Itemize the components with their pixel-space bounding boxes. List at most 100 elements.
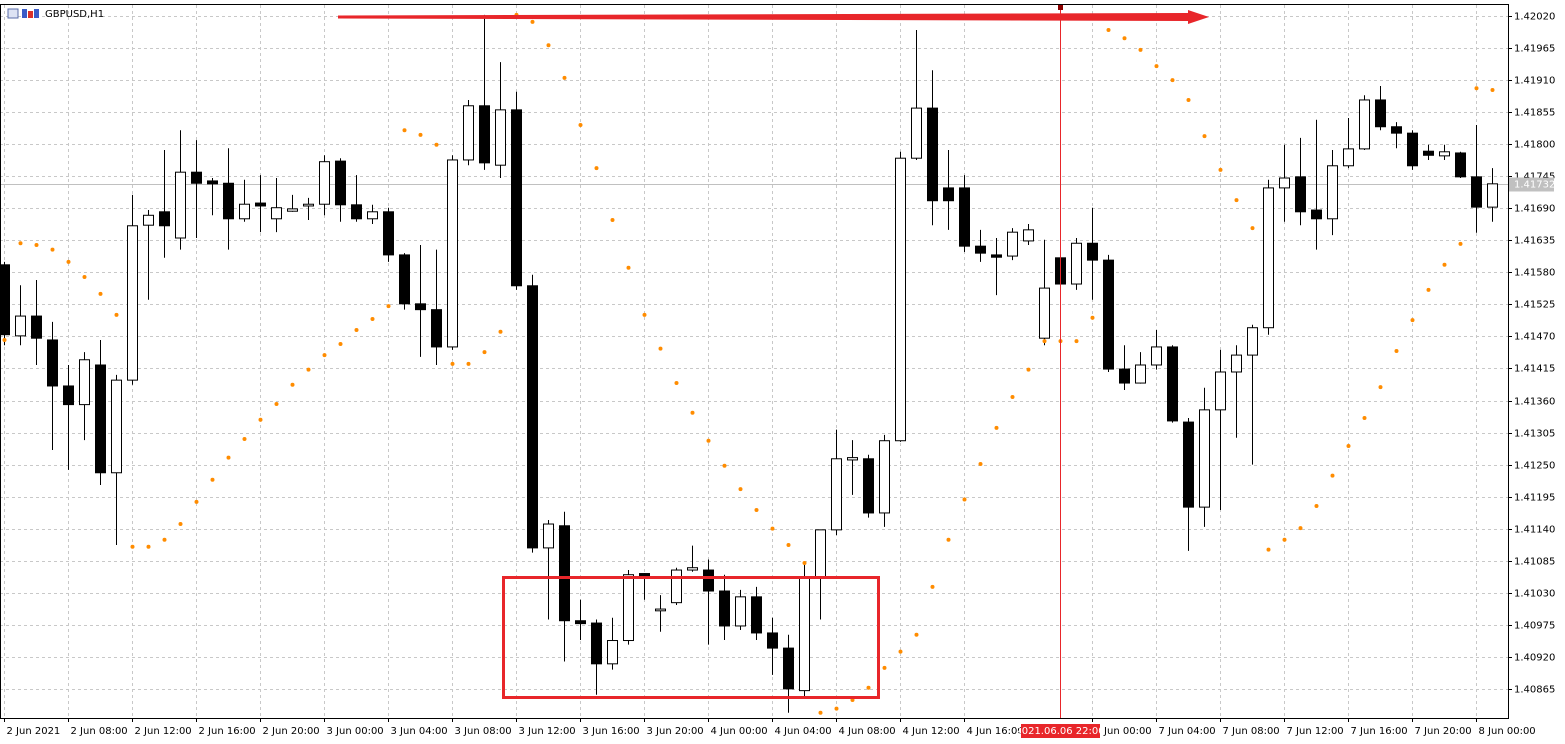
- annotations: [338, 5, 1209, 718]
- sar-dot: [98, 291, 103, 296]
- candle-body: [1119, 368, 1130, 384]
- candle-body: [1407, 132, 1418, 167]
- sar-dot: [1170, 78, 1175, 83]
- icon-bar: [34, 9, 39, 18]
- candle-body: [287, 208, 298, 212]
- candle-body: [351, 204, 362, 220]
- sar-dot: [786, 542, 791, 547]
- candle-body: [991, 254, 1002, 258]
- candle-body: [1087, 242, 1098, 261]
- sar-dot: [1234, 198, 1239, 203]
- sar-dot: [1074, 339, 1079, 344]
- candle-body: [79, 359, 90, 406]
- candle-body: [687, 567, 698, 571]
- candle-body: [399, 254, 410, 305]
- candle-body: [543, 523, 554, 549]
- icon-bar: [28, 11, 33, 18]
- sar-dot: [946, 537, 951, 542]
- candle-body: [1215, 371, 1226, 411]
- y-tick-label: 1.41525: [1514, 300, 1555, 311]
- candle-body: [31, 315, 42, 339]
- candle-body: [1247, 327, 1258, 356]
- candle-body: [1023, 229, 1034, 242]
- x-tick-label: 3 Jun 04:00: [391, 726, 448, 737]
- y-tick-label: 1.41580: [1514, 268, 1555, 279]
- sar-dot: [1202, 134, 1207, 139]
- candle-body: [1311, 209, 1322, 220]
- sar-dot: [66, 259, 71, 264]
- candle-body: [607, 640, 618, 665]
- candle-body: [143, 214, 154, 226]
- sar-dot: [226, 455, 231, 460]
- x-tick-label: 4 Jun 00:00: [711, 726, 768, 737]
- candle-body: [1039, 287, 1050, 339]
- candle-body: [1471, 176, 1482, 208]
- last-price-box: [1509, 177, 1554, 192]
- sar-dot: [754, 508, 759, 513]
- candle-body: [815, 529, 826, 578]
- candle-body: [959, 187, 970, 247]
- candle-body: [751, 596, 762, 634]
- y-tick-label: 1.40920: [1514, 653, 1555, 664]
- grid: [0, 5, 1508, 718]
- candle-body: [511, 109, 522, 287]
- sar-dot: [930, 584, 935, 589]
- candle-body: [1327, 165, 1338, 220]
- sar-dot: [1010, 395, 1015, 400]
- candle-body: [895, 157, 906, 442]
- sar-dot: [610, 217, 615, 222]
- candle-body: [1199, 409, 1210, 508]
- sar-dot: [114, 312, 119, 317]
- candle-body: [1183, 421, 1194, 508]
- sar-dot: [1282, 537, 1287, 542]
- candle-body: [271, 207, 282, 220]
- trend-arrow: [338, 10, 1209, 24]
- x-tick-label: 7 Jun 12:00: [1287, 726, 1344, 737]
- sar-dot: [34, 242, 39, 247]
- candle-body: [0, 264, 10, 336]
- candle-body: [1487, 183, 1498, 208]
- candle-body: [623, 574, 634, 642]
- candle-body: [943, 187, 954, 202]
- sar-dot: [658, 346, 663, 351]
- sar-dot: [1474, 86, 1479, 91]
- candle-body: [463, 105, 474, 161]
- candle-body: [703, 569, 714, 592]
- y-tick-label: 1.40865: [1514, 685, 1555, 696]
- candle-body: [447, 159, 458, 348]
- sar-dot: [146, 544, 151, 549]
- sar-dot: [674, 381, 679, 386]
- y-tick-label: 1.41085: [1514, 557, 1555, 568]
- candle-body: [1295, 176, 1306, 213]
- icon-bar: [22, 9, 27, 18]
- x-tick-label: 3 Jun 12:00: [519, 726, 576, 737]
- sar-dot: [1394, 349, 1399, 354]
- candle-body: [591, 622, 602, 665]
- candle-body: [639, 573, 650, 577]
- sar-dot: [1314, 503, 1319, 508]
- axes: 1.42020 1.41965 1.41910 1.41855 1.41800 1.417…: [4, 12, 1555, 738]
- y-tick-label: 1.41745: [1514, 172, 1555, 183]
- sar-dot: [1442, 262, 1447, 267]
- y-tick-label: 1.41855: [1514, 108, 1555, 119]
- sar-dot: [482, 350, 487, 355]
- sar-dot: [562, 75, 567, 80]
- y-tick-label: 1.41195: [1514, 493, 1555, 504]
- sar-dot: [1362, 416, 1367, 421]
- sar-dot: [466, 361, 471, 366]
- candle-body: [127, 225, 138, 381]
- candle-body: [1135, 364, 1146, 384]
- sar-dot: [866, 685, 871, 690]
- sar-dot: [834, 706, 839, 711]
- sar-dot: [914, 632, 919, 637]
- candle-body: [1263, 187, 1274, 329]
- sar-dot: [434, 142, 439, 147]
- candle-body: [879, 440, 890, 514]
- y-tick-label: 1.41415: [1514, 364, 1555, 375]
- candle-body: [671, 569, 682, 604]
- candle-body: [559, 525, 570, 622]
- y-tick-label: 1.40975: [1514, 621, 1555, 632]
- sar-dot: [722, 463, 727, 468]
- y-tick-label: 1.41360: [1514, 397, 1555, 408]
